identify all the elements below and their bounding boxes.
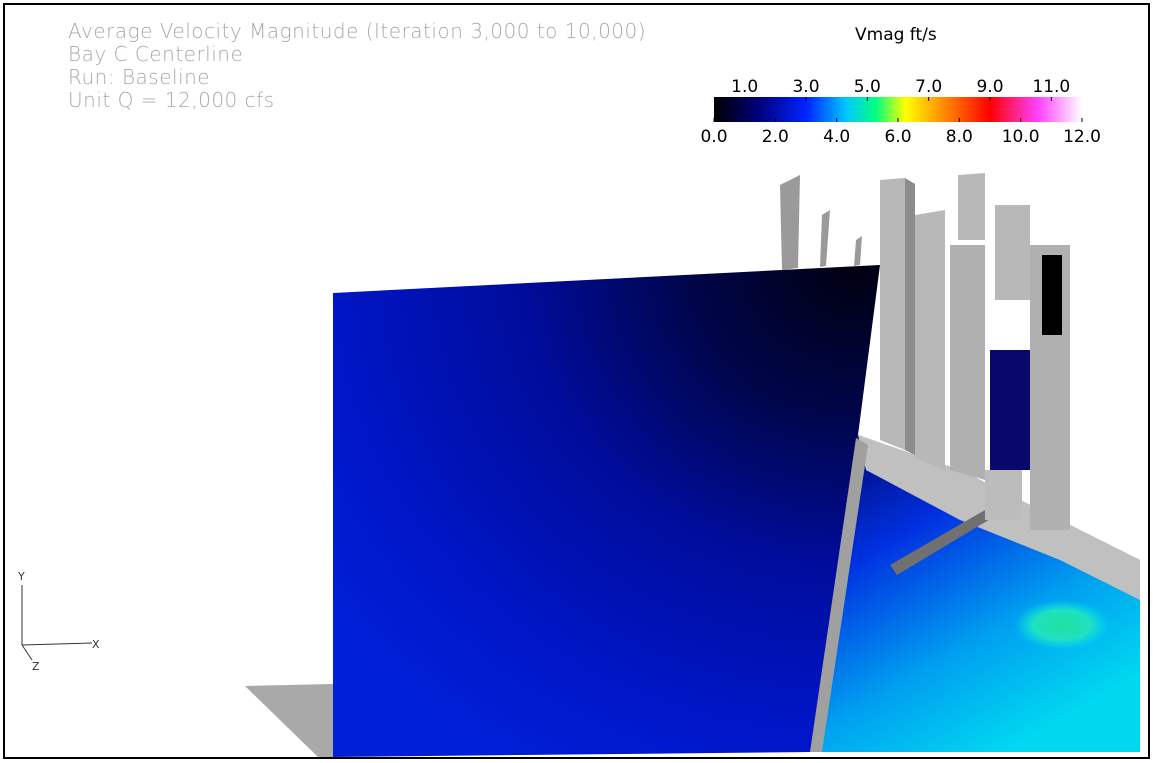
opening <box>1042 255 1062 335</box>
title-line: Average Velocity Magnitude (Iteration 3,… <box>68 19 646 43</box>
visualization: Average Velocity Magnitude (Iteration 3,… <box>0 0 1153 763</box>
triad-label: X <box>92 638 100 651</box>
gate-frame <box>985 470 1022 520</box>
velocity-plane <box>333 265 880 757</box>
colorbar-tick-label: 1.0 <box>731 77 758 97</box>
pier <box>958 173 985 240</box>
colorbar-tick-label: 3.0 <box>792 77 819 97</box>
title-line: Bay C Centerline <box>68 42 243 66</box>
pier <box>995 205 1030 300</box>
colorbar-tick-label: 5.0 <box>854 77 881 97</box>
colorbar-tick-label: 9.0 <box>976 77 1003 97</box>
triad-label: Y <box>17 570 25 583</box>
pier <box>905 178 915 455</box>
pier <box>915 210 945 470</box>
colorbar-tick-label: 0.0 <box>700 127 727 147</box>
triad-label: Z <box>32 660 40 673</box>
title-line: Unit Q = 12,000 cfs <box>68 88 275 112</box>
colorbar-tick-label: 10.0 <box>1002 127 1040 147</box>
colorbar-tick-label: 6.0 <box>884 127 911 147</box>
colorbar-tick-label: 12.0 <box>1063 127 1101 147</box>
strut <box>780 175 800 270</box>
gate-flow <box>990 350 1030 470</box>
pier <box>950 245 985 480</box>
colorbar-tick-label: 8.0 <box>946 127 973 147</box>
colorbar-tick-label: 11.0 <box>1032 77 1070 97</box>
pier <box>880 178 905 450</box>
velocity-region <box>1014 600 1110 650</box>
colorbar-tick-label: 2.0 <box>762 127 789 147</box>
title-line: Run: Baseline <box>68 65 210 89</box>
colorbar-tick-label: 4.0 <box>823 127 850 147</box>
colorbar-tick-label: 7.0 <box>915 77 942 97</box>
colorbar-title: Vmag ft/s <box>855 25 937 45</box>
